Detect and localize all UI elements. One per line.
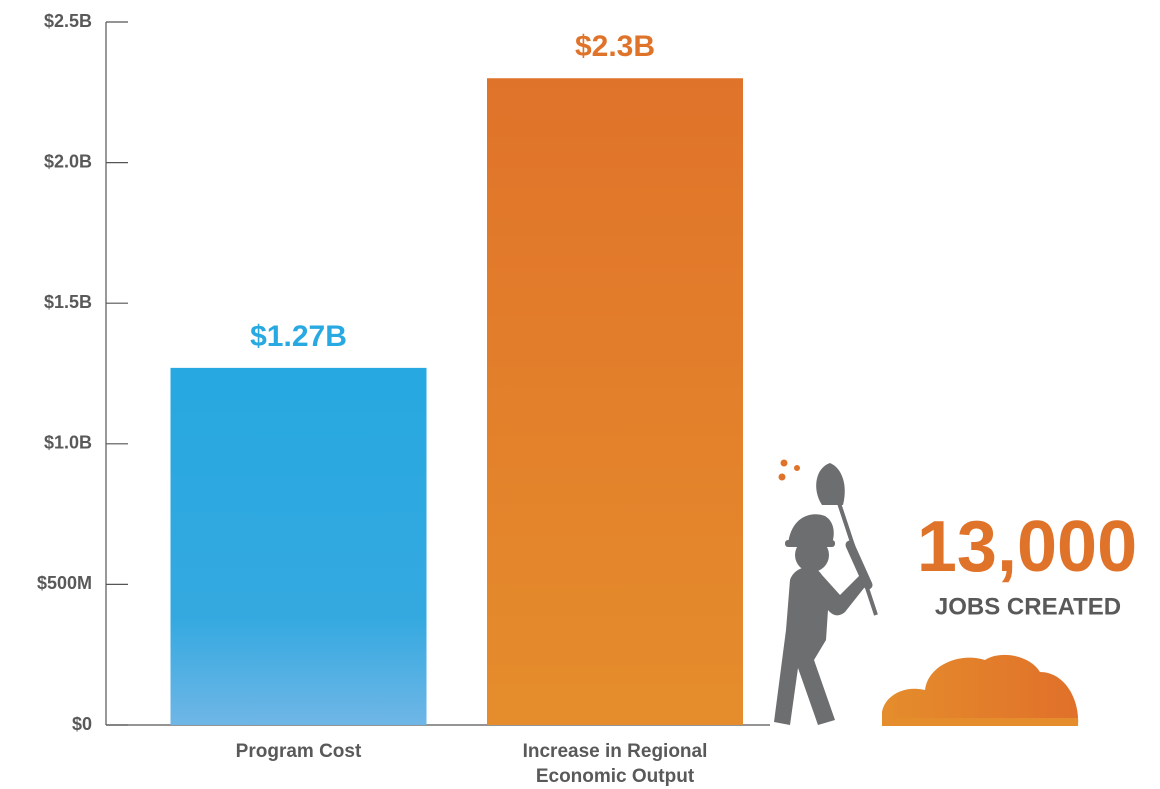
jobs-label: JOBS CREATED — [935, 593, 1121, 620]
value-label: $2.3B — [575, 30, 655, 63]
ground — [882, 718, 1078, 726]
y-tick-label: $2.0B — [44, 151, 92, 171]
y-tick-label: $500M — [37, 573, 92, 593]
y-tick-label: $2.5B — [44, 11, 92, 31]
bar — [487, 78, 743, 726]
x-tick-label: Increase in Regional Economic Output — [522, 741, 708, 787]
value-label: $1.27B — [250, 320, 347, 353]
jobs-number: 13,000 — [917, 507, 1137, 587]
y-tick-label: $1.5B — [44, 292, 92, 312]
y-tick-label: $1.0B — [44, 433, 92, 453]
worker-icon — [774, 459, 878, 725]
dirt-pile — [882, 654, 1079, 725]
bar — [170, 367, 427, 725]
x-tick-label: Program Cost — [235, 741, 362, 762]
y-tick-label: $0 — [72, 714, 92, 734]
